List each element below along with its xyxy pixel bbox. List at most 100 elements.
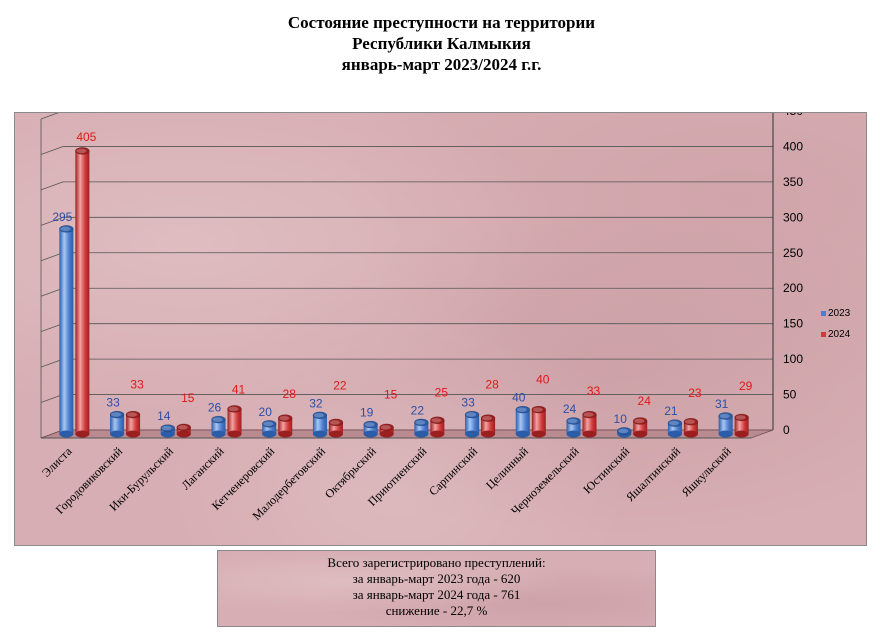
bar-top-highlight — [76, 148, 87, 154]
bar-2023 — [616, 427, 632, 438]
data-label-2024: 22 — [333, 378, 347, 392]
bar-top-highlight — [567, 418, 578, 424]
bar-base — [430, 430, 445, 438]
data-label-2023: 32 — [309, 396, 323, 410]
bar-2024 — [582, 410, 597, 438]
bar-2023 — [464, 410, 480, 438]
bar-base — [312, 430, 327, 438]
bar-top-highlight — [516, 407, 527, 412]
bar-2024 — [176, 423, 192, 438]
bar-2024 — [531, 405, 547, 438]
bar-base — [328, 430, 343, 438]
bar-top — [616, 427, 632, 435]
y-tick-label: 150 — [783, 317, 803, 331]
bar-top — [515, 405, 531, 414]
bar-2024 — [734, 413, 749, 438]
bar-body — [582, 414, 597, 434]
bar-base — [126, 430, 141, 438]
data-label-2023: 10 — [614, 412, 628, 426]
summary-line-2: за январь-март 2023 года - 620 — [352, 571, 521, 586]
bar-base — [667, 430, 682, 438]
legend-swatch-2024 — [821, 332, 826, 337]
summary-line-1: Всего зарегистрировано преступлений: — [327, 555, 546, 570]
data-label-2023: 33 — [106, 396, 120, 410]
bar-base — [515, 430, 530, 438]
data-label-2024: 25 — [435, 385, 449, 399]
bar-base — [481, 430, 496, 438]
bar-base — [718, 430, 733, 438]
bar-body — [126, 414, 141, 434]
bar-body — [515, 409, 530, 434]
bar-top-highlight — [177, 425, 188, 430]
bar-2023 — [109, 410, 125, 438]
data-label-2023: 19 — [360, 406, 374, 420]
bar-body — [211, 419, 226, 434]
data-label-2023: 22 — [411, 403, 425, 417]
bar-2024 — [430, 416, 445, 438]
bar-top — [59, 225, 74, 233]
bar-base — [278, 430, 293, 438]
summary-line-4: снижение - 22,7 % — [385, 603, 488, 618]
category-label: Сарпинский — [426, 444, 481, 499]
y-tick-label: 300 — [783, 210, 803, 224]
side-gridline — [40, 113, 59, 120]
bar-top — [277, 414, 293, 422]
bar-top — [480, 414, 496, 422]
y-tick-label: 100 — [783, 352, 803, 366]
bar-top — [379, 423, 394, 432]
bar-2023 — [667, 419, 683, 438]
data-label-2023: 295 — [52, 210, 72, 224]
bar-body — [531, 409, 546, 434]
bar-top — [667, 419, 683, 427]
bar-body — [312, 415, 327, 434]
chart-area: 0 50 100 150 200 250 300 350 400 450 295 405 Элиста 3… — [14, 112, 867, 546]
summary-box: Всего зарегистрировано преступлений: за … — [217, 550, 656, 627]
data-label-2024: 405 — [76, 130, 96, 144]
bar-top-highlight — [279, 415, 290, 421]
bar-top-highlight — [60, 226, 71, 232]
bar-body — [566, 420, 581, 434]
bar-body — [633, 420, 648, 434]
legend-label-2024: 2024 — [828, 329, 851, 340]
bar-base — [683, 430, 698, 438]
bar-top-highlight — [127, 412, 138, 417]
bar-top — [125, 410, 141, 419]
bar-base — [211, 430, 226, 438]
bar-top-highlight — [212, 417, 223, 422]
bar-top — [582, 410, 597, 419]
bar-top-highlight — [583, 412, 594, 417]
title-line-2: Республики Калмыкия — [352, 34, 531, 53]
bar-top-highlight — [735, 415, 746, 420]
bar-top — [109, 410, 125, 419]
bar-top-highlight — [380, 425, 391, 430]
data-label-2024: 24 — [638, 394, 652, 408]
bar-base — [59, 430, 74, 438]
chart-floor — [40, 429, 774, 439]
side-gridline — [40, 216, 64, 226]
data-label-2024: 29 — [739, 379, 753, 393]
side-gridline — [40, 181, 64, 191]
bar-base — [160, 430, 175, 438]
bar-body — [414, 422, 429, 434]
bar-body — [363, 424, 378, 434]
bar-2024 — [632, 417, 648, 438]
bar-base — [110, 430, 125, 438]
category-label: Лаганский — [178, 444, 227, 493]
bar-top — [160, 424, 176, 432]
bar-body — [59, 228, 74, 434]
data-label-2023: 31 — [715, 397, 729, 411]
bar-2024 — [683, 417, 699, 438]
y-tick-label: 0 — [783, 423, 790, 437]
bar-2023 — [160, 424, 176, 438]
bar-2023 — [363, 420, 378, 438]
side-gridline — [40, 394, 64, 403]
bar-base — [531, 430, 546, 438]
bar-top — [363, 420, 378, 429]
bar-base — [414, 430, 429, 438]
bar-top-highlight — [263, 421, 274, 427]
bar-body — [683, 421, 698, 434]
bar-top-highlight — [228, 406, 239, 412]
bar-top — [414, 418, 429, 427]
bar-chart: 0 50 100 150 200 250 300 350 400 450 295 405 Элиста 3… — [39, 113, 851, 523]
bar-2023 — [211, 415, 226, 438]
